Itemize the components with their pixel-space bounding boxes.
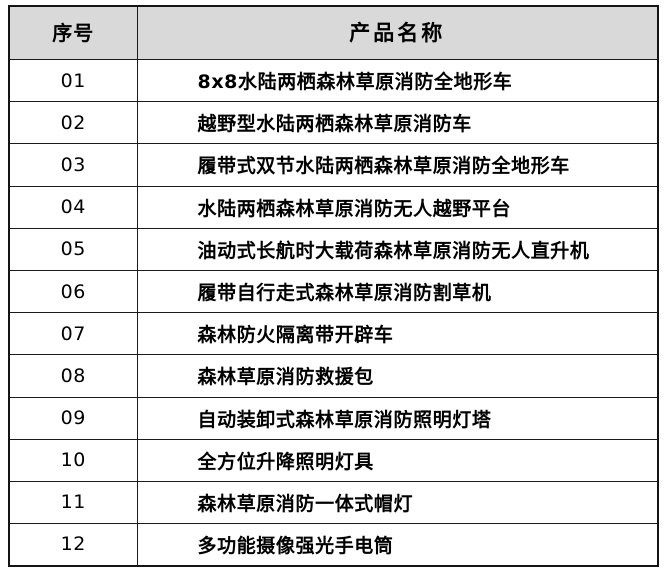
- table-row: 05 油动式长航时大载荷森林草原消防无人直升机: [8, 227, 659, 271]
- table-row: 04 水陆两栖森林草原消防无人越野平台: [8, 185, 659, 229]
- cell-sequence-number: 06: [8, 269, 138, 314]
- table-row: 02 越野型水陆两栖森林草原消防车: [8, 101, 659, 145]
- table-row: 03 履带式双节水陆两栖森林草原消防全地形车: [8, 143, 659, 187]
- cell-product-name: 8x8水陆两栖森林草原消防全地形车: [136, 58, 659, 103]
- cell-sequence-number: 02: [8, 101, 138, 145]
- table-row: 08 森林草原消防救援包: [8, 354, 659, 398]
- cell-product-name: 自动装卸式森林草原消防照明灯塔: [136, 396, 659, 440]
- cell-sequence-number: 12: [8, 523, 138, 567]
- cell-sequence-number: 08: [8, 354, 138, 398]
- table-header-row: 序号 产品名称: [8, 5, 659, 60]
- table-row: 12 多功能摄像强光手电筒: [8, 523, 659, 567]
- cell-sequence-number: 05: [8, 227, 138, 271]
- table-row: 09 自动装卸式森林草原消防照明灯塔: [8, 396, 659, 440]
- cell-product-name: 全方位升降照明灯具: [136, 438, 659, 482]
- cell-sequence-number: 07: [8, 312, 138, 356]
- table-body: 01 8x8水陆两栖森林草原消防全地形车 02 越野型水陆两栖森林草原消防车 03 履带式…: [8, 58, 659, 567]
- table-row: 06 履带自行走式森林草原消防割草机: [8, 269, 659, 314]
- cell-product-name: 履带式双节水陆两栖森林草原消防全地形车: [136, 143, 659, 187]
- cell-product-name: 越野型水陆两栖森林草原消防车: [136, 101, 659, 145]
- table-row: 10 全方位升降照明灯具: [8, 438, 659, 482]
- table-row: 07 森林防火隔离带开辟车: [8, 312, 659, 356]
- cell-sequence-number: 11: [8, 480, 138, 525]
- column-header-sequence: 序号: [8, 5, 138, 60]
- cell-product-name: 森林草原消防救援包: [136, 354, 659, 398]
- cell-sequence-number: 10: [8, 438, 138, 482]
- cell-product-name: 森林草原消防一体式帽灯: [136, 480, 659, 525]
- column-header-product-name: 产品名称: [136, 5, 659, 60]
- table-row: 11 森林草原消防一体式帽灯: [8, 480, 659, 525]
- table-row: 01 8x8水陆两栖森林草原消防全地形车: [8, 58, 659, 103]
- product-table: 序号 产品名称 01 8x8水陆两栖森林草原消防全地形车 02 越野型水陆两栖森林草原…: [8, 5, 659, 567]
- cell-product-name: 油动式长航时大载荷森林草原消防无人直升机: [136, 227, 659, 271]
- cell-sequence-number: 09: [8, 396, 138, 440]
- table-header: 序号 产品名称: [8, 5, 659, 60]
- cell-sequence-number: 04: [8, 185, 138, 229]
- cell-sequence-number: 03: [8, 143, 138, 187]
- cell-product-name: 履带自行走式森林草原消防割草机: [136, 269, 659, 314]
- cell-product-name: 水陆两栖森林草原消防无人越野平台: [136, 185, 659, 229]
- cell-sequence-number: 01: [8, 58, 138, 103]
- cell-product-name: 多功能摄像强光手电筒: [136, 523, 659, 567]
- cell-product-name: 森林防火隔离带开辟车: [136, 312, 659, 356]
